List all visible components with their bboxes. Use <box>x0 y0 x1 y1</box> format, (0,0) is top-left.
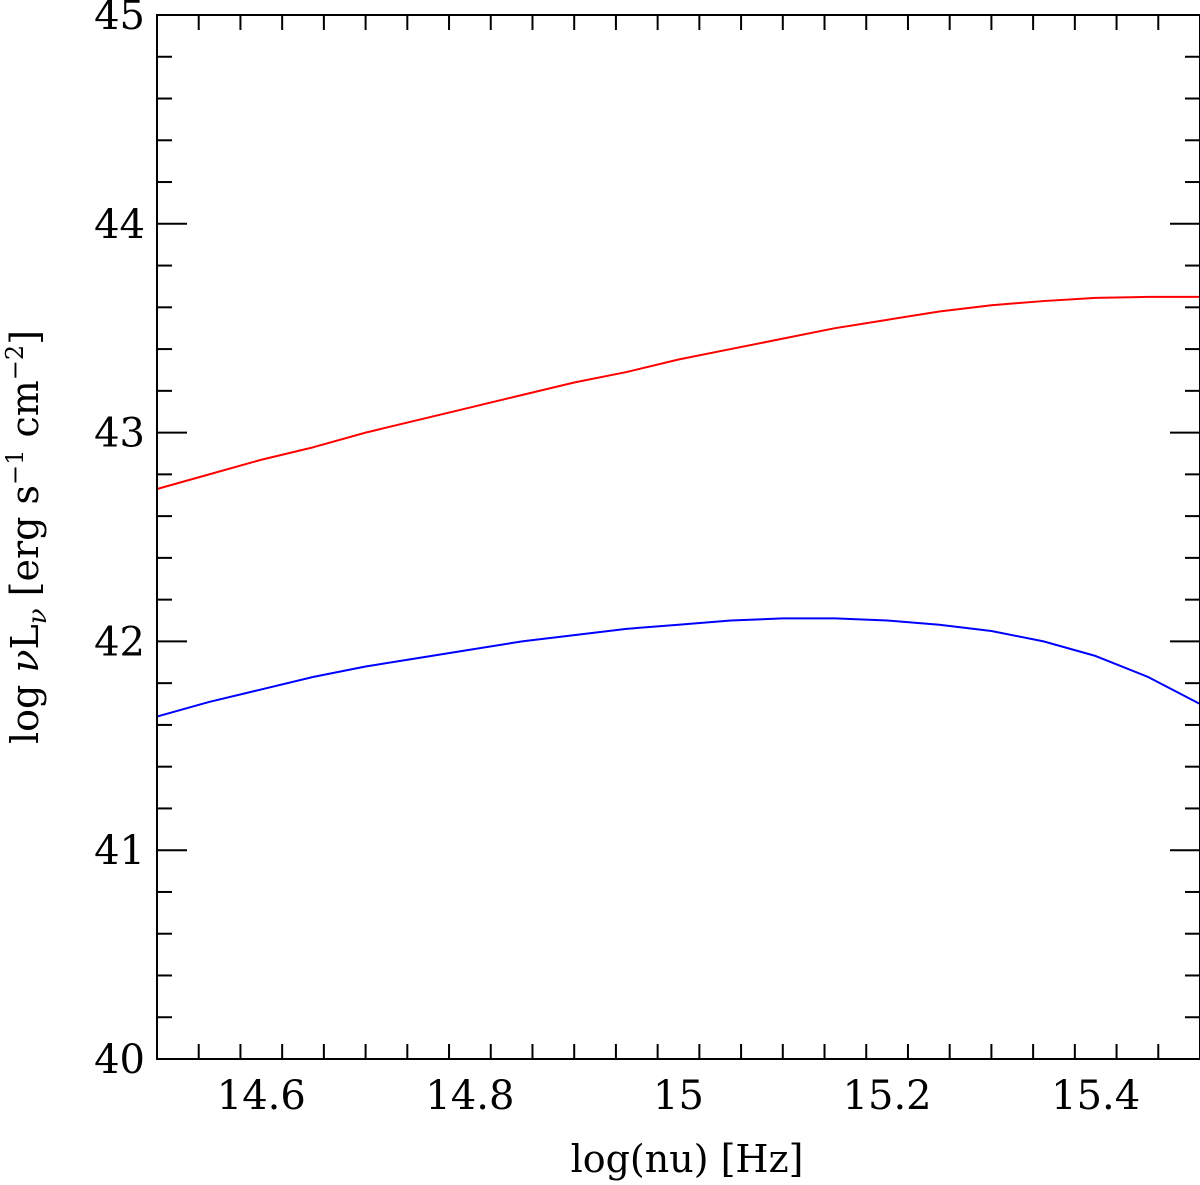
x-tick-label: 14.8 <box>425 1073 514 1119</box>
y-axis-label-L: L <box>3 624 47 649</box>
y-axis-label-subscript: ν <box>23 608 53 624</box>
x-tick-label: 15.2 <box>843 1073 932 1119</box>
y-axis-label-units-open: [erg s <box>3 485 47 608</box>
y-tick-label: 45 <box>94 0 145 39</box>
y-tick-label: 43 <box>94 411 145 457</box>
plot-frame <box>156 14 1200 1060</box>
labels-layer: 14.6 14.8 15 15.2 15.4 40 41 42 43 44 45 <box>94 0 1140 1119</box>
y-axis-label-exp1: −1 <box>1 450 29 485</box>
y-axis-label-nu: ν <box>3 649 47 672</box>
y-axis-label-exp2: −2 <box>1 345 29 380</box>
x-tick-label: 15.4 <box>1051 1073 1140 1119</box>
x-tick-label: 15 <box>653 1073 704 1119</box>
series-layer <box>156 295 1200 718</box>
x-axis-label: log(nu) [Hz] <box>571 1137 804 1181</box>
y-axis-label-prefix: log <box>3 673 47 744</box>
y-axis-label-units-close: ] <box>3 330 47 345</box>
series-line-1 <box>156 295 1200 490</box>
ticks-layer <box>157 15 1200 1059</box>
series-line-2 <box>156 617 1200 718</box>
y-axis-label-units-mid: cm <box>3 380 47 449</box>
y-tick-label: 40 <box>94 1037 145 1083</box>
x-tick-label: 14.6 <box>217 1073 306 1119</box>
y-tick-label: 41 <box>94 828 145 874</box>
y-axis-label: log νLν [erg s−1 cm−2] <box>1 330 53 744</box>
y-tick-label: 44 <box>94 202 145 248</box>
y-tick-label: 42 <box>94 619 145 665</box>
